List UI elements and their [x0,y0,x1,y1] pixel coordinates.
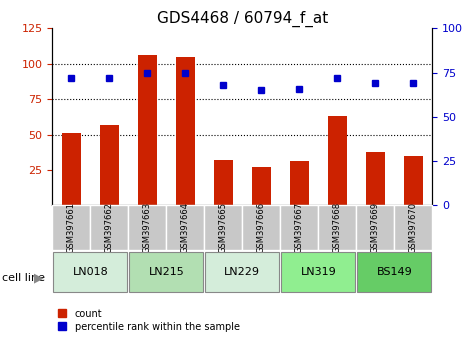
FancyBboxPatch shape [53,252,127,292]
FancyBboxPatch shape [394,205,432,250]
FancyBboxPatch shape [205,252,279,292]
Text: GSM397663: GSM397663 [143,202,152,253]
Text: LN319: LN319 [300,267,336,277]
FancyBboxPatch shape [281,252,355,292]
FancyBboxPatch shape [280,205,318,250]
FancyBboxPatch shape [90,205,128,250]
FancyBboxPatch shape [166,205,204,250]
Bar [62,133,81,205]
Text: GSM397666: GSM397666 [257,202,266,253]
Text: GSM397662: GSM397662 [105,202,114,253]
Bar [138,55,157,205]
Text: GSM397669: GSM397669 [371,202,380,253]
Title: GDS4468 / 60794_f_at: GDS4468 / 60794_f_at [157,11,328,27]
FancyBboxPatch shape [128,205,166,250]
Bar [176,57,195,205]
FancyBboxPatch shape [129,252,203,292]
Text: BS149: BS149 [376,267,412,277]
Text: GSM397667: GSM397667 [295,202,304,253]
FancyBboxPatch shape [357,252,431,292]
Bar [366,152,385,205]
Text: LN229: LN229 [224,267,260,277]
Text: ▶: ▶ [34,272,44,284]
FancyBboxPatch shape [318,205,356,250]
Bar [290,161,309,205]
FancyBboxPatch shape [204,205,242,250]
FancyBboxPatch shape [356,205,394,250]
Text: LN215: LN215 [148,267,184,277]
Text: cell line: cell line [2,273,46,283]
Bar [214,160,233,205]
Bar [328,116,347,205]
Text: GSM397661: GSM397661 [67,202,76,253]
Text: GSM397665: GSM397665 [219,202,228,253]
FancyBboxPatch shape [242,205,280,250]
Legend: count, percentile rank within the sample: count, percentile rank within the sample [57,309,239,332]
Bar [252,167,271,205]
Bar [100,125,119,205]
Text: GSM397670: GSM397670 [409,202,418,253]
Text: LN018: LN018 [72,267,108,277]
FancyBboxPatch shape [52,205,90,250]
Bar [404,156,423,205]
Text: GSM397664: GSM397664 [181,202,190,253]
Text: GSM397668: GSM397668 [333,202,342,253]
